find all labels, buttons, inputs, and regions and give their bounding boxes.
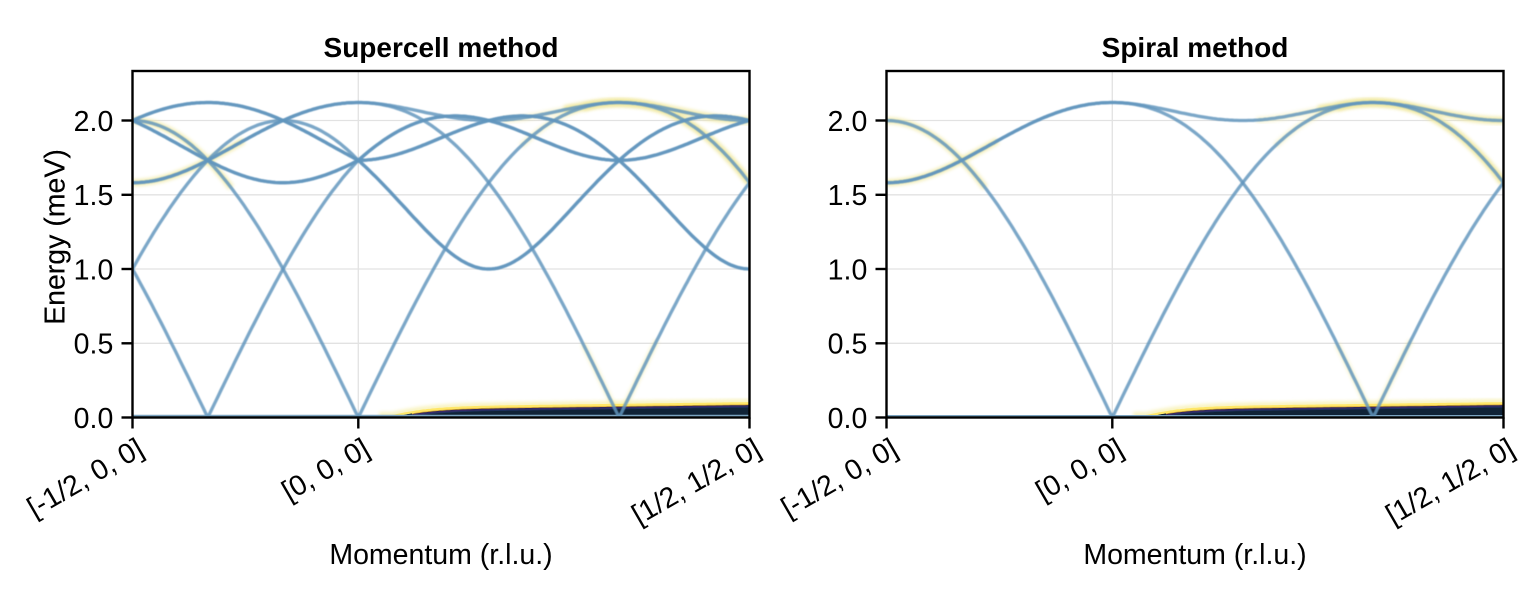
svg-text:Momentum (r.l.u.): Momentum (r.l.u.)	[1083, 539, 1306, 571]
svg-text:Supercell method: Supercell method	[324, 32, 559, 63]
svg-text:Spiral method: Spiral method	[1102, 32, 1289, 63]
svg-text:0.0: 0.0	[828, 403, 868, 435]
svg-text:Momentum (r.l.u.): Momentum (r.l.u.)	[329, 539, 552, 571]
svg-text:Energy (meV): Energy (meV)	[40, 149, 72, 325]
svg-text:2.0: 2.0	[74, 106, 114, 138]
svg-text:1.0: 1.0	[828, 254, 868, 286]
svg-text:2.0: 2.0	[828, 106, 868, 138]
svg-text:1.5: 1.5	[74, 180, 114, 212]
svg-text:1.0: 1.0	[74, 254, 114, 286]
svg-text:0.0: 0.0	[74, 403, 114, 435]
svg-text:0.5: 0.5	[74, 329, 114, 361]
svg-text:1.5: 1.5	[828, 180, 868, 212]
svg-text:Energy (meV): Energy (meV)	[40, 149, 72, 325]
svg-text:0.5: 0.5	[828, 329, 868, 361]
